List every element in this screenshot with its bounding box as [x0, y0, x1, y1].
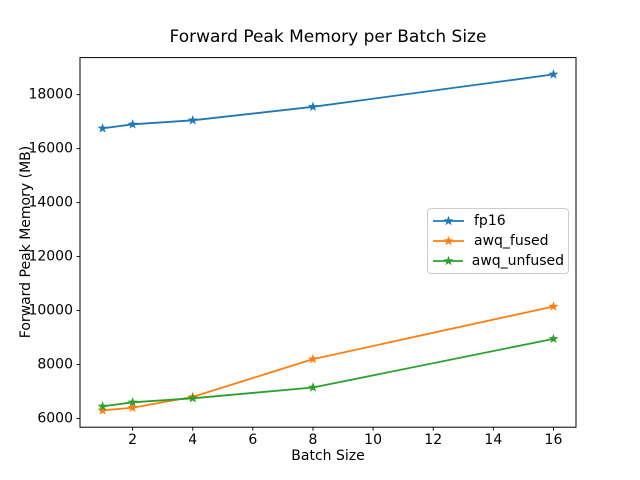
marker-awq_fused [97, 405, 108, 415]
legend-star-icon [443, 235, 454, 246]
legend-star-icon [443, 215, 454, 226]
x-tick-label: 10 [364, 432, 382, 448]
x-tick-label: 16 [545, 432, 563, 448]
legend-item-awq-fused: awq_fused [433, 231, 564, 251]
marker-awq_unfused [307, 382, 319, 392]
legend-item-fp16: fp16 [433, 211, 564, 231]
marker-awq_unfused [127, 397, 138, 407]
y-tick-label: 14000 [28, 195, 73, 211]
y-tick-label: 16000 [28, 141, 73, 157]
plot-border [79, 57, 577, 428]
y-tick-label: 8000 [37, 357, 73, 373]
marker-fp16 [307, 101, 319, 112]
legend-label: fp16 [474, 213, 506, 229]
x-tick-label: 6 [248, 432, 257, 448]
marker-fp16 [127, 119, 138, 129]
x-tick-label: 8 [309, 432, 318, 448]
marker-awq_fused [127, 402, 138, 412]
legend-line-sample [433, 215, 464, 226]
series-line-awq_unfused [101, 338, 555, 408]
series-line-awq_fused [101, 305, 555, 412]
x-tick-label: 14 [484, 432, 502, 448]
marker-awq_unfused [187, 392, 198, 403]
legend-line-sample [433, 235, 464, 246]
chart-title: Forward Peak Memory per Batch Size [169, 27, 487, 47]
x-tick-label: 2 [128, 432, 137, 448]
legend-label: awq_fused [474, 233, 549, 249]
y-tick-label: 6000 [37, 410, 73, 426]
x-tick-label: 12 [424, 432, 442, 448]
x-axis-label: Batch Size [291, 448, 365, 464]
legend-item-awq-unfused: awq_unfused [433, 251, 564, 271]
legend: fp16 awq_fused awq_unfused [427, 208, 569, 274]
marker-awq_unfused [97, 401, 108, 411]
marker-awq_unfused [548, 333, 559, 344]
marker-fp16 [97, 123, 108, 133]
legend-line-sample [433, 255, 463, 266]
marker-awq_fused [307, 353, 319, 364]
y-tick-label: 10000 [28, 303, 73, 319]
marker-awq_fused [548, 301, 559, 311]
y-tick-label: 18000 [28, 87, 73, 103]
legend-label: awq_unfused [471, 253, 564, 269]
legend-star-icon [443, 255, 454, 266]
y-tick-label: 12000 [28, 249, 73, 265]
series-line-fp16 [101, 73, 555, 130]
marker-fp16 [548, 69, 559, 79]
x-tick-label: 4 [188, 432, 197, 448]
marker-fp16 [187, 114, 198, 125]
